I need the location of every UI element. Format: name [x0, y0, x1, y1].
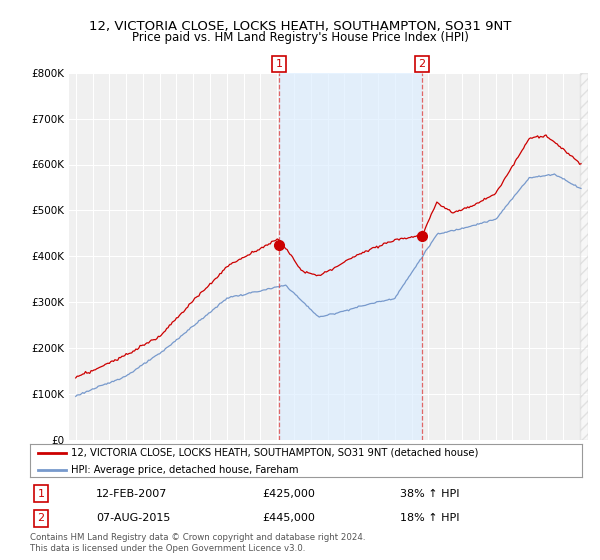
Text: 12-FEB-2007: 12-FEB-2007 — [96, 489, 167, 499]
Text: 12, VICTORIA CLOSE, LOCKS HEATH, SOUTHAMPTON, SO31 9NT: 12, VICTORIA CLOSE, LOCKS HEATH, SOUTHAM… — [89, 20, 511, 32]
Text: HPI: Average price, detached house, Fareham: HPI: Average price, detached house, Fare… — [71, 465, 299, 475]
Text: 1: 1 — [276, 59, 283, 69]
Text: 07-AUG-2015: 07-AUG-2015 — [96, 514, 170, 524]
Bar — [580, 73, 588, 440]
Text: Price paid vs. HM Land Registry's House Price Index (HPI): Price paid vs. HM Land Registry's House … — [131, 31, 469, 44]
Text: 12, VICTORIA CLOSE, LOCKS HEATH, SOUTHAMPTON, SO31 9NT (detached house): 12, VICTORIA CLOSE, LOCKS HEATH, SOUTHAM… — [71, 447, 479, 458]
Text: 1: 1 — [38, 489, 44, 499]
Text: £425,000: £425,000 — [262, 489, 315, 499]
Text: 38% ↑ HPI: 38% ↑ HPI — [400, 489, 460, 499]
Text: Contains HM Land Registry data © Crown copyright and database right 2024.
This d: Contains HM Land Registry data © Crown c… — [30, 533, 365, 553]
Text: 18% ↑ HPI: 18% ↑ HPI — [400, 514, 460, 524]
Text: £445,000: £445,000 — [262, 514, 315, 524]
Text: 2: 2 — [418, 59, 425, 69]
Text: 2: 2 — [37, 514, 44, 524]
Bar — [279, 73, 422, 440]
